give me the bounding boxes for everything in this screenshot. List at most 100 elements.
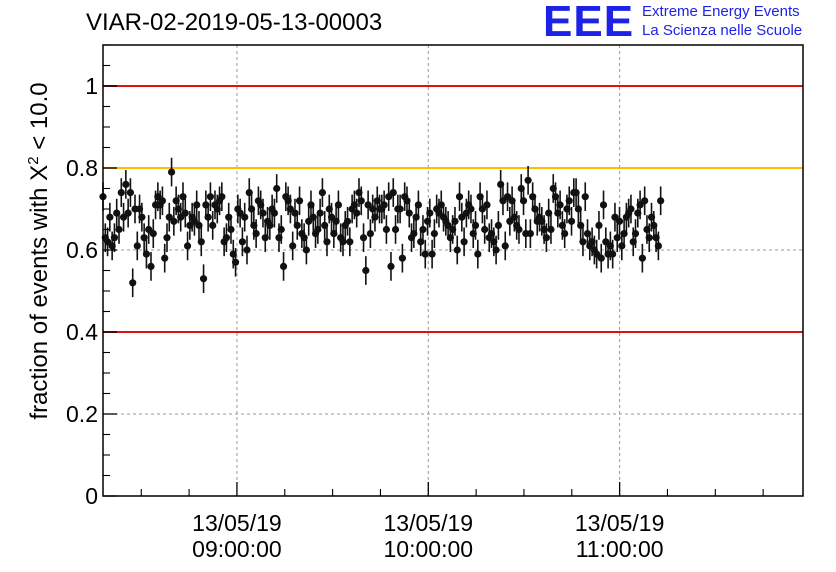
data-point bbox=[277, 225, 285, 234]
y-tick-label: 0 bbox=[85, 483, 98, 509]
data-point bbox=[613, 234, 621, 242]
data-point bbox=[195, 221, 203, 229]
data-point bbox=[641, 197, 649, 205]
data-point bbox=[167, 168, 176, 176]
data-point bbox=[266, 221, 274, 229]
data-point bbox=[382, 225, 391, 234]
data-point bbox=[190, 217, 199, 225]
data-point bbox=[339, 238, 347, 246]
y-axis-label-suffix: < 10.0 bbox=[26, 82, 53, 157]
data-point bbox=[414, 201, 422, 209]
data-point bbox=[362, 266, 370, 275]
data-point bbox=[595, 221, 603, 229]
data-point bbox=[364, 201, 372, 209]
data-point bbox=[460, 238, 468, 246]
data-point bbox=[483, 201, 491, 209]
data-point bbox=[106, 213, 114, 221]
data-point bbox=[657, 197, 665, 205]
data-point bbox=[524, 176, 532, 184]
data-point bbox=[593, 250, 601, 258]
data-point bbox=[481, 225, 489, 234]
data-point bbox=[574, 205, 582, 213]
data-point bbox=[316, 209, 324, 217]
data-point bbox=[515, 225, 523, 234]
data-point bbox=[572, 189, 580, 197]
eee-logo-line1: Extreme Energy Events bbox=[642, 3, 800, 20]
data-point bbox=[332, 217, 340, 225]
data-point bbox=[561, 230, 569, 238]
data-point bbox=[138, 213, 146, 221]
data-point bbox=[638, 254, 646, 262]
data-point bbox=[183, 242, 192, 250]
data-point bbox=[366, 230, 375, 238]
eee-logo: EEE Extreme Energy Events La Scienza nel… bbox=[543, 0, 802, 44]
data-point bbox=[243, 246, 251, 254]
data-point bbox=[209, 221, 217, 229]
data-point bbox=[346, 238, 354, 246]
data-point bbox=[353, 209, 361, 217]
data-point bbox=[204, 213, 212, 221]
data-point bbox=[508, 197, 516, 205]
data-point bbox=[526, 230, 534, 238]
data-point bbox=[145, 225, 153, 234]
x-tick-date-label: 13/05/19 bbox=[192, 510, 282, 536]
data-point bbox=[161, 254, 169, 262]
data-point bbox=[163, 234, 171, 242]
reference-lines bbox=[103, 85, 803, 333]
data-point bbox=[181, 209, 189, 217]
x-tick-time-label: 11:00:00 bbox=[576, 536, 664, 562]
data-point bbox=[110, 234, 119, 242]
data-point bbox=[597, 254, 605, 262]
y-axis-label-sup: 2 bbox=[25, 156, 42, 165]
data-point bbox=[519, 197, 528, 205]
data-point bbox=[426, 209, 434, 217]
data-point bbox=[581, 193, 589, 201]
data-point bbox=[547, 225, 555, 234]
data-point bbox=[140, 234, 148, 242]
data-point bbox=[545, 209, 553, 217]
data-point bbox=[206, 193, 215, 201]
y-tick-label: 0.2 bbox=[66, 401, 98, 427]
data-point bbox=[419, 225, 427, 234]
data-point bbox=[551, 193, 560, 201]
data-point bbox=[451, 217, 459, 225]
data-point bbox=[615, 217, 624, 225]
data-point bbox=[158, 197, 167, 205]
data-point bbox=[295, 197, 304, 205]
data-point bbox=[193, 201, 201, 209]
data-point bbox=[405, 209, 413, 217]
data-point bbox=[620, 230, 628, 238]
data-point bbox=[113, 209, 121, 217]
data-point bbox=[142, 250, 151, 258]
data-point bbox=[252, 230, 260, 238]
data-point bbox=[165, 213, 173, 221]
data-point bbox=[279, 262, 288, 270]
data-point bbox=[197, 238, 205, 246]
data-point bbox=[259, 209, 267, 217]
data-point bbox=[357, 197, 365, 205]
y-axis-label-prefix: fraction of events with X bbox=[26, 164, 53, 420]
data-point bbox=[567, 217, 576, 225]
data-point bbox=[238, 238, 247, 246]
x-tick-time-label: 09:00:00 bbox=[192, 536, 282, 562]
data-point bbox=[371, 213, 379, 221]
data-point bbox=[179, 193, 187, 201]
data-point bbox=[410, 230, 418, 238]
data-point bbox=[321, 221, 329, 229]
data-point bbox=[227, 225, 235, 234]
data-point bbox=[309, 213, 317, 221]
data-point bbox=[323, 238, 331, 246]
data-point bbox=[122, 180, 130, 188]
data-point bbox=[467, 205, 475, 213]
data-point bbox=[218, 193, 226, 201]
data-point bbox=[506, 217, 514, 225]
data-point bbox=[289, 242, 297, 250]
plot-frame bbox=[102, 44, 804, 497]
y-axis-label: fraction of events with X2 < 10.0 bbox=[20, 82, 54, 419]
data-point bbox=[497, 180, 505, 188]
data-point bbox=[124, 209, 132, 217]
data-point bbox=[556, 201, 564, 209]
y-tick-label: 0.6 bbox=[66, 237, 98, 263]
data-point bbox=[398, 254, 407, 262]
data-point bbox=[247, 205, 256, 213]
